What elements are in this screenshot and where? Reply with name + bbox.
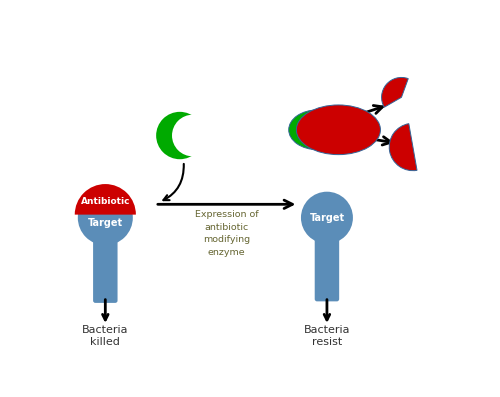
Text: Target: Target: [88, 218, 123, 228]
Circle shape: [78, 190, 133, 245]
Text: Antibiotic: Antibiotic: [80, 197, 130, 206]
Circle shape: [301, 192, 353, 244]
FancyBboxPatch shape: [314, 236, 339, 301]
Text: Bacteria
killed: Bacteria killed: [82, 325, 128, 347]
Wedge shape: [382, 77, 408, 107]
Text: Bacteria
resist: Bacteria resist: [304, 325, 350, 347]
Circle shape: [156, 112, 204, 159]
Text: Target: Target: [310, 213, 344, 223]
Ellipse shape: [288, 110, 346, 150]
FancyBboxPatch shape: [93, 237, 118, 303]
Wedge shape: [74, 184, 136, 215]
Circle shape: [172, 115, 214, 156]
Ellipse shape: [296, 105, 380, 155]
Text: Expression of
antibiotic
modifying
enzyme: Expression of antibiotic modifying enzym…: [195, 210, 258, 256]
Wedge shape: [389, 123, 417, 171]
